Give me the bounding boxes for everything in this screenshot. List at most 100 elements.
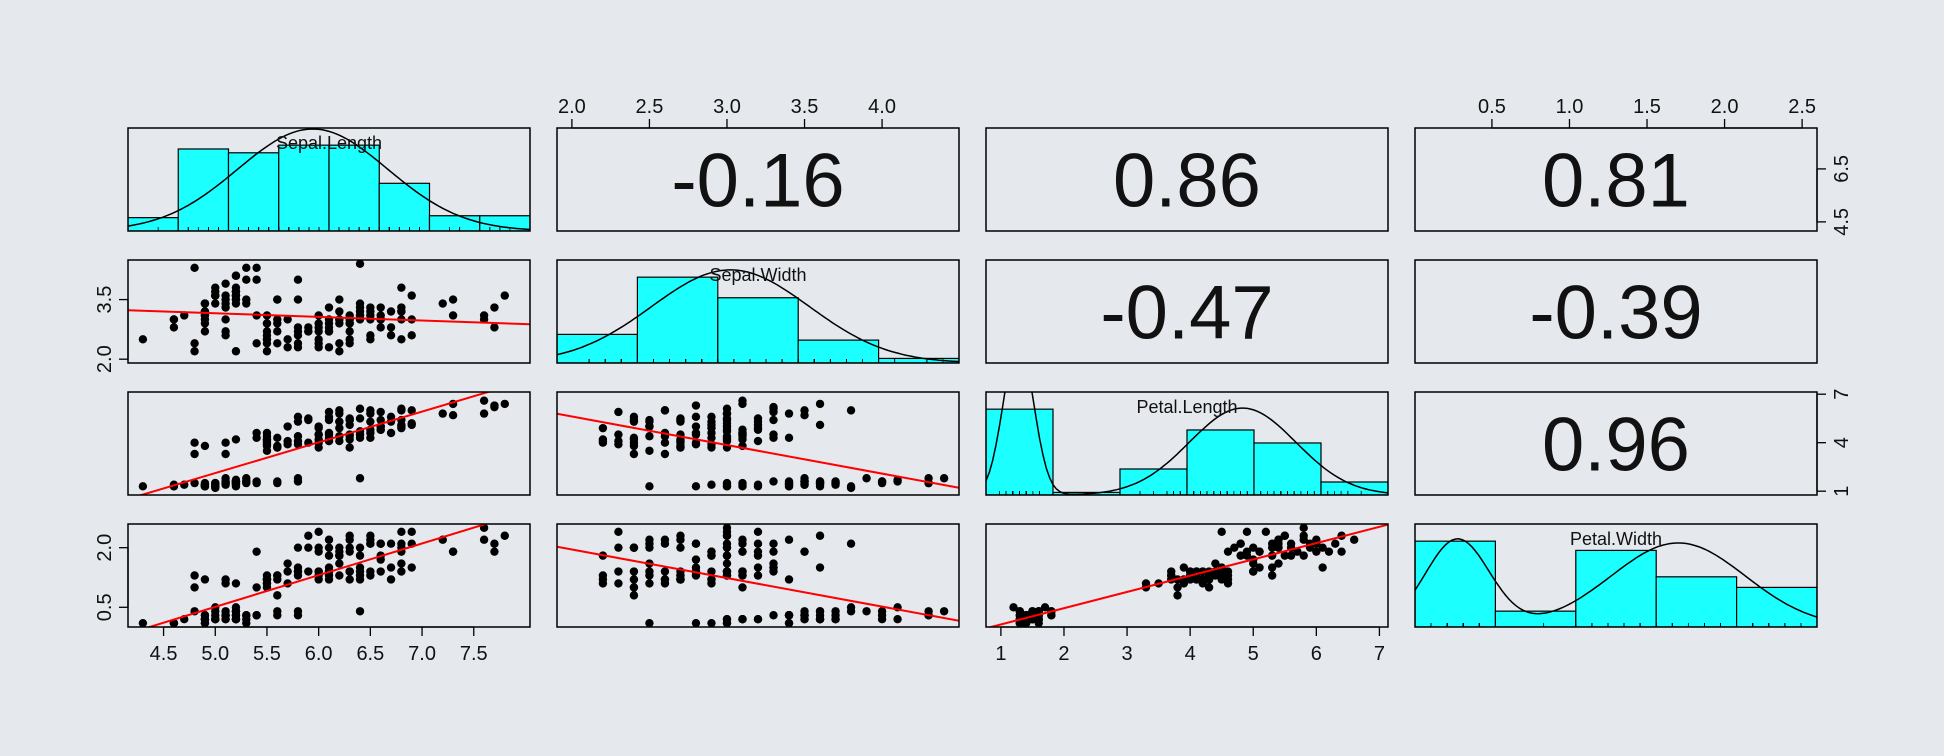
panel-border-2-0 [127,391,531,496]
correlation-value-sepal-length-sepal-width: -0.16 [671,139,844,224]
scatter-point [262,339,272,348]
scatter-point [629,415,639,425]
scatter-point [448,547,458,556]
tick-label-petal-length: 5 [1248,643,1259,665]
scatter-point [304,567,313,576]
scatter-point [386,323,396,332]
scatter-point [598,571,608,580]
scatter-point [231,291,241,300]
scatter-point [252,477,261,486]
scatter-point [169,315,179,324]
scatter-point [211,291,220,300]
panel-border-1-2 [985,259,1389,364]
scatter-point [407,419,416,428]
scatter-point [376,425,385,434]
scatter-point [138,618,148,627]
tick-label-petal-width: 1.5 [1633,96,1661,118]
scatter-point [769,477,778,486]
scatter-point [169,323,179,332]
scatter-point [645,579,654,588]
scatter-point [397,283,406,292]
scatter-point [500,291,509,300]
scatter-point [335,307,344,316]
scatter-point [314,311,323,320]
scatter-point [324,415,334,425]
scatter-point [1337,547,1346,556]
scatter-point [273,295,282,304]
scatter-point [831,478,840,488]
scatter-point [293,432,303,441]
histogram-bar-sepal-length [177,148,230,231]
scatter-point [231,347,241,356]
scatter-point [769,611,778,620]
scatter-point [366,307,375,316]
scatter-point [407,527,416,536]
scatter-point [939,474,949,483]
scatter-point [479,409,489,418]
scatter-point [614,579,623,588]
scatter-point [490,323,499,332]
scatter-point [479,315,489,324]
scatter-point [376,567,385,576]
correlation-value-sepal-length-petal-length: 0.86 [1113,139,1261,224]
scatter-point [707,443,716,452]
scatter-point [324,407,334,417]
scatter-point [293,295,303,304]
scatter-point [753,414,763,423]
scatter-point [376,323,385,332]
scatter-point [629,583,639,592]
histogram-bar-sepal-length [227,152,280,231]
scatter-point [815,563,825,572]
scatter-point [1211,559,1220,568]
scatter-point [242,477,251,486]
scatter-point [784,575,794,584]
scatter-point [335,347,344,356]
scatter-point [273,477,282,486]
histogram-bar-petal-width [1655,576,1738,627]
scatter-point [366,417,375,426]
scatter-point [815,607,825,616]
scatter-point [1223,547,1233,556]
scatter-point [242,611,251,620]
scatter-point [438,409,447,418]
scatter-point [1299,535,1308,544]
scatter-point [293,571,303,580]
scatter-point [273,433,282,443]
scatter-point [676,543,685,552]
scatter-point [691,428,701,438]
scatter-point [345,535,354,544]
scatter-point [397,527,406,536]
scatter-point [283,343,292,352]
tick-label-sepal-width: 2.0 [558,96,586,118]
scatter-point [283,315,292,324]
scatter-point [242,263,251,272]
scatter-point [231,477,241,486]
tick-label-petal-width: 2.0 [1711,96,1739,118]
scatter-point [345,547,354,556]
scatter-point [1280,531,1289,540]
scatter-point [1173,583,1182,592]
scatter-point [660,567,670,576]
scatter-point [738,547,747,556]
scatter-point [800,474,809,483]
scatter-point [355,414,365,423]
scatter-point [221,478,230,488]
scatter-point [386,575,396,584]
scatter-point [1249,559,1258,568]
scatter-point [753,563,763,572]
scatter-point [645,422,654,431]
correlation-value-sepal-length-petal-width: 0.81 [1542,139,1690,224]
scatter-point [738,535,747,544]
scatter-point [691,401,701,410]
scatter-point [376,539,385,548]
scatter-point [784,433,794,443]
scatter-point [645,567,654,576]
scatter-point [1249,543,1258,552]
scatter-point [800,611,809,620]
scatter-point [691,539,701,548]
scatter-point [614,527,623,536]
scatter-point [676,443,685,452]
scatter-point [324,535,334,544]
scatter-point [345,335,354,344]
scatter-point [355,563,365,572]
